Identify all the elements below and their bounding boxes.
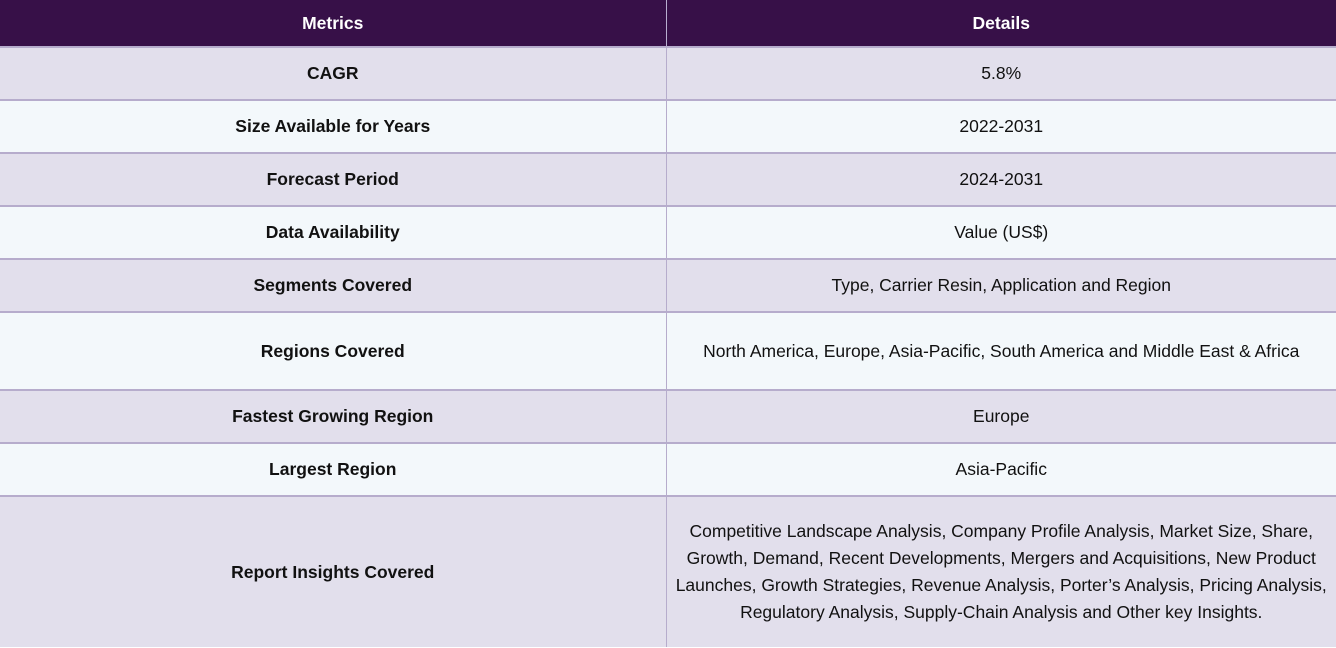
metric-cell: Segments Covered: [0, 258, 667, 312]
metric-cell: Size Available for Years: [0, 99, 667, 153]
table-row: Fastest Growing Region Europe: [0, 389, 1336, 443]
details-cell: 2022-2031: [666, 99, 1336, 153]
table-row: Forecast Period 2024-2031: [0, 152, 1336, 206]
details-cell: North America, Europe, Asia-Pacific, Sou…: [666, 311, 1336, 390]
metric-cell: Report Insights Covered: [0, 495, 667, 647]
table-header-row: Metrics Details: [0, 0, 1336, 48]
metric-cell: Largest Region: [0, 442, 667, 496]
details-cell: Competitive Landscape Analysis, Company …: [666, 495, 1336, 647]
details-cell: Type, Carrier Resin, Application and Reg…: [666, 258, 1336, 312]
header-metrics: Metrics: [0, 0, 667, 48]
metric-cell: CAGR: [0, 46, 667, 100]
table-row: Data Availability Value (US$): [0, 205, 1336, 259]
metric-cell: Regions Covered: [0, 311, 667, 390]
details-cell: 2024-2031: [666, 152, 1336, 206]
table-row: Size Available for Years 2022-2031: [0, 99, 1336, 153]
metric-cell: Forecast Period: [0, 152, 667, 206]
table-row: Segments Covered Type, Carrier Resin, Ap…: [0, 258, 1336, 312]
metric-cell: Fastest Growing Region: [0, 389, 667, 443]
header-details: Details: [666, 0, 1336, 48]
details-cell: 5.8%: [666, 46, 1336, 100]
details-cell: Value (US$): [666, 205, 1336, 259]
details-cell: Europe: [666, 389, 1336, 443]
table-row: Report Insights Covered Competitive Land…: [0, 495, 1336, 647]
table-row: CAGR 5.8%: [0, 46, 1336, 100]
table-row: Regions Covered North America, Europe, A…: [0, 311, 1336, 390]
details-cell: Asia-Pacific: [666, 442, 1336, 496]
metric-cell: Data Availability: [0, 205, 667, 259]
table-row: Largest Region Asia-Pacific: [0, 442, 1336, 496]
